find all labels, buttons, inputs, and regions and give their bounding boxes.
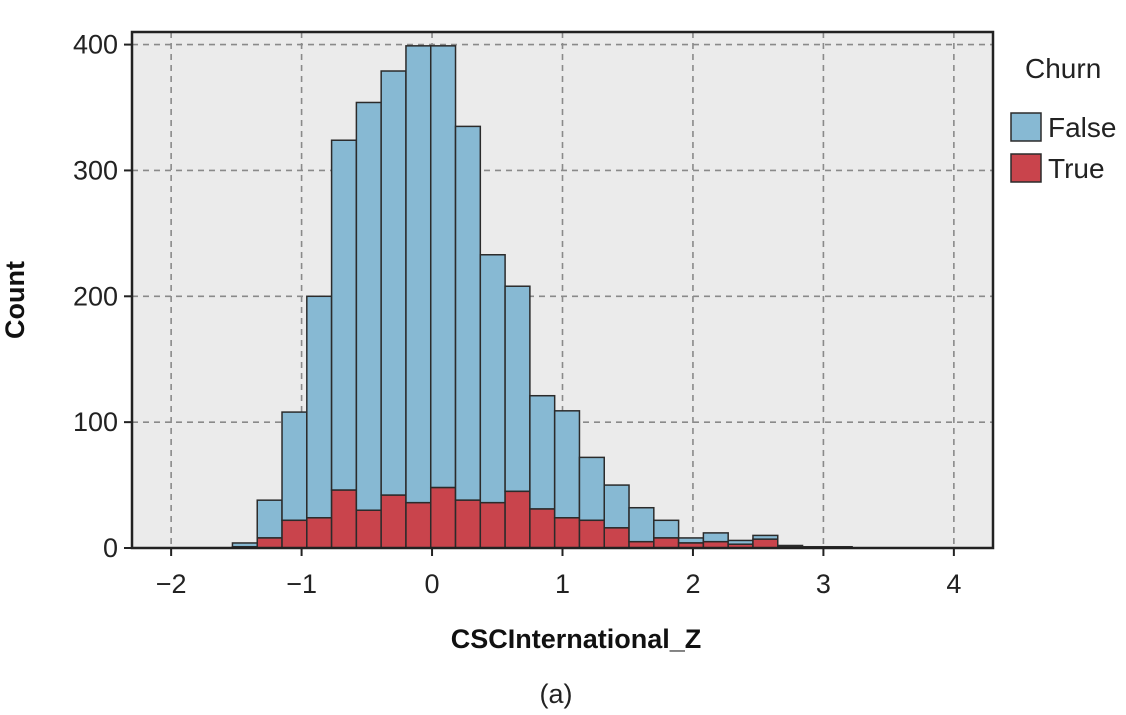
- bar-false: [454, 125, 482, 501]
- bar-true: [553, 517, 581, 549]
- bar-true: [429, 486, 457, 549]
- bar-false: [677, 537, 705, 544]
- bar-false: [380, 70, 407, 496]
- bar-false: [479, 254, 506, 504]
- bar-true: [529, 508, 556, 549]
- bar-false: [256, 499, 283, 539]
- bar-true: [504, 490, 531, 549]
- bar-false: [306, 295, 333, 519]
- bar-true: [330, 489, 358, 549]
- bar-false: [553, 410, 581, 519]
- bar-true: [752, 538, 779, 549]
- legend-label-true: True: [1048, 153, 1105, 184]
- y-axis-title: Count: [0, 261, 30, 339]
- bar-true: [405, 501, 432, 549]
- legend-swatch-true: [1010, 153, 1042, 183]
- bar-true: [603, 527, 630, 549]
- bar-true: [454, 499, 482, 549]
- x-tick-label: −2: [156, 569, 187, 599]
- bar-false: [603, 484, 630, 529]
- x-axis-ticks: −2 −1 0 1 2 3 4: [156, 548, 961, 599]
- bar-false: [330, 139, 358, 491]
- bars-group: [231, 45, 853, 549]
- x-tick-label: 1: [555, 569, 570, 599]
- y-tick-label: 200: [73, 281, 118, 311]
- bar-false: [628, 506, 655, 543]
- bar-false: [653, 519, 680, 539]
- x-tick-label: 3: [816, 569, 831, 599]
- x-tick-label: 2: [685, 569, 700, 599]
- bar-true: [578, 519, 605, 549]
- x-tick-label: −1: [286, 569, 317, 599]
- y-tick-label: 300: [73, 155, 118, 185]
- x-tick-label: 4: [946, 569, 961, 599]
- y-tick-label: 0: [103, 533, 118, 563]
- legend-swatch-false: [1010, 112, 1042, 142]
- bar-true: [256, 537, 283, 549]
- y-tick-label: 100: [73, 407, 118, 437]
- x-tick-label: 0: [425, 569, 440, 599]
- bar-true: [380, 494, 407, 549]
- bar-true: [281, 519, 308, 549]
- bar-false: [529, 394, 556, 510]
- legend: False True: [1010, 112, 1116, 184]
- bar-true: [355, 509, 382, 549]
- bar-false: [702, 532, 729, 543]
- y-axis-ticks: 0 100 200 300 400: [73, 30, 132, 563]
- bar-false: [281, 411, 308, 522]
- bar-true: [306, 517, 333, 549]
- y-tick-label: 400: [73, 30, 118, 60]
- legend-label-false: False: [1048, 112, 1116, 143]
- figure-caption: (a): [540, 679, 573, 709]
- legend-title: Churn: [1025, 53, 1101, 84]
- bar-false: [355, 101, 382, 511]
- bar-true: [653, 537, 680, 549]
- bar-false: [405, 45, 432, 504]
- bar-false: [504, 285, 531, 493]
- bar-false: [578, 456, 605, 522]
- x-axis-title: CSCInternational_Z: [451, 624, 702, 654]
- bar-false: [429, 45, 457, 489]
- bar-true: [479, 501, 506, 549]
